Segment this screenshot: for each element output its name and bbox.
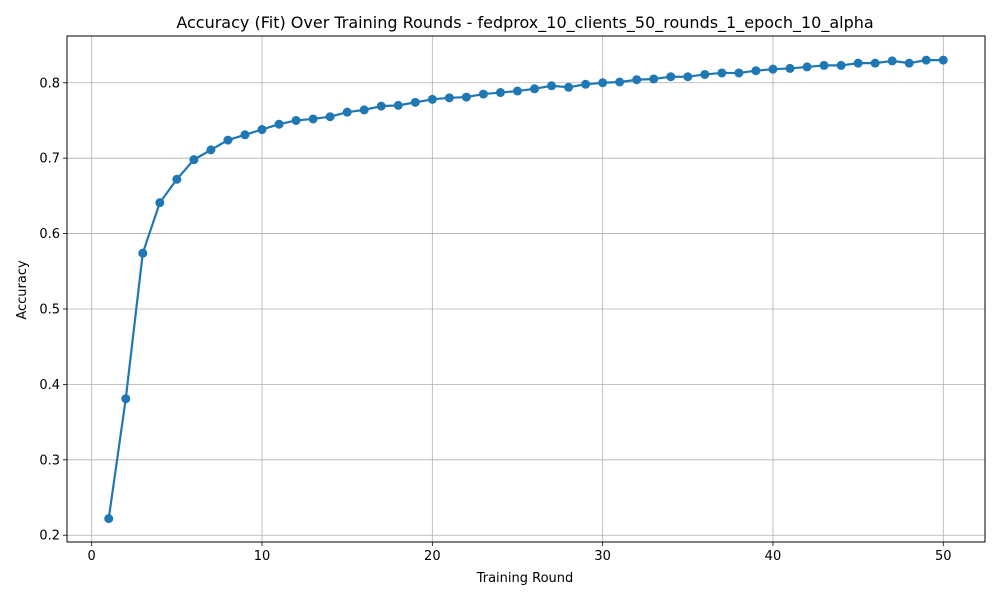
data-point — [887, 56, 897, 66]
data-point — [121, 394, 131, 404]
data-point — [819, 60, 829, 70]
data-point — [274, 119, 284, 129]
data-point — [478, 89, 488, 99]
data-point — [836, 60, 846, 70]
y-tick-label: 0.6 — [39, 227, 60, 242]
data-point — [172, 174, 182, 184]
data-point — [240, 130, 250, 140]
y-tick-label: 0.3 — [39, 453, 60, 468]
y-axis-label: Accuracy — [15, 260, 30, 320]
plot-frame — [66, 35, 986, 543]
y-tick-label: 0.7 — [39, 152, 60, 167]
y-tick-label: 0.2 — [39, 529, 60, 544]
data-point — [291, 115, 301, 125]
data-point — [342, 107, 352, 117]
data-point — [223, 135, 233, 145]
data-point — [649, 74, 659, 84]
data-point — [666, 72, 676, 82]
series-line — [107, 59, 944, 519]
data-point — [393, 100, 403, 110]
data-point — [700, 69, 710, 79]
series-layer — [104, 55, 948, 524]
data-point — [853, 58, 863, 68]
data-point — [717, 68, 727, 78]
data-point — [938, 55, 948, 65]
chart-title: Accuracy (Fit) Over Training Rounds - fe… — [176, 13, 873, 33]
data-point — [359, 105, 369, 115]
data-point — [427, 94, 437, 104]
data-point — [683, 72, 693, 82]
data-point — [768, 64, 778, 74]
data-point — [615, 77, 625, 87]
data-point — [734, 68, 744, 78]
axis-ticks: 0 10 20 30 40 50 0.2 0.3 0.4 0.5 0.6 0.7 0.8 — [39, 76, 951, 564]
x-tick-label: 20 — [424, 549, 441, 564]
data-point — [904, 58, 914, 68]
x-axis-label: Training Round — [476, 571, 574, 586]
data-point — [206, 145, 216, 155]
data-point — [495, 88, 505, 98]
data-point — [512, 86, 522, 96]
data-point — [802, 62, 812, 72]
data-point — [564, 82, 574, 92]
data-point — [751, 66, 761, 76]
data-point — [138, 248, 148, 258]
data-point — [870, 58, 880, 68]
x-tick-label: 10 — [254, 549, 271, 564]
x-tick-label: 30 — [594, 549, 611, 564]
data-point — [581, 79, 591, 89]
data-point — [325, 112, 335, 122]
y-tick-label: 0.4 — [39, 378, 60, 393]
grid-lines — [67, 36, 985, 542]
data-point — [308, 114, 318, 124]
x-tick-label: 40 — [765, 549, 782, 564]
data-point — [104, 514, 114, 524]
x-tick-label: 0 — [88, 549, 96, 564]
data-point — [410, 97, 420, 107]
data-point — [444, 93, 454, 103]
data-point — [376, 101, 386, 111]
y-tick-label: 0.8 — [39, 76, 60, 91]
data-point — [189, 155, 199, 165]
data-point — [155, 198, 165, 208]
data-point — [598, 78, 608, 88]
data-point — [530, 84, 540, 94]
data-point — [461, 92, 471, 102]
x-tick-label: 50 — [935, 549, 952, 564]
data-point — [785, 63, 795, 73]
y-tick-label: 0.5 — [39, 302, 60, 317]
data-point — [257, 125, 267, 135]
data-point — [547, 81, 557, 91]
data-point — [632, 75, 642, 85]
data-point — [921, 55, 931, 65]
